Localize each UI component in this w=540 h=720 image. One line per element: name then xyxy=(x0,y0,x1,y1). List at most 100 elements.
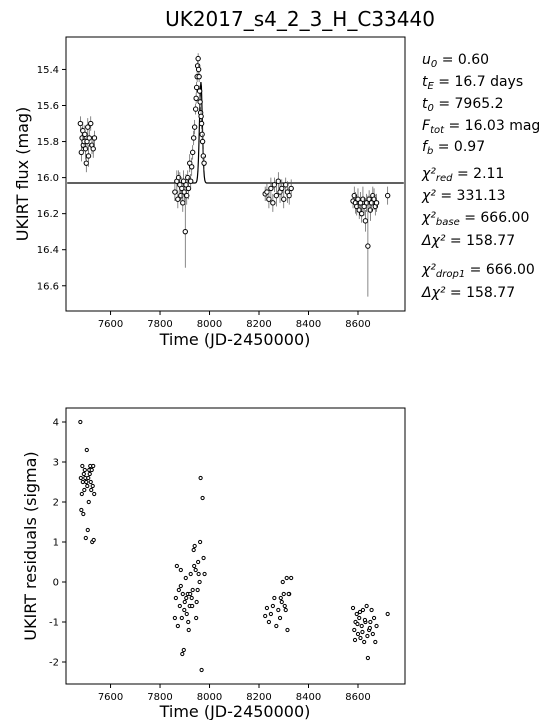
residuals-y-label: UKIRT residuals (sigma) xyxy=(21,451,40,640)
residual-point xyxy=(176,587,181,593)
residual-point xyxy=(188,591,193,597)
y-tick-label: 16.2 xyxy=(37,209,59,220)
residual-point xyxy=(364,603,369,609)
residual-point xyxy=(190,587,195,593)
data-point xyxy=(264,189,270,195)
data-point xyxy=(82,146,89,152)
residual-point xyxy=(177,603,182,609)
data-point xyxy=(180,200,186,206)
y-tick-label: 1 xyxy=(53,538,59,549)
light-curve-x-label: Time (JD-2450000) xyxy=(159,330,311,349)
data-point xyxy=(77,120,84,127)
residual-point xyxy=(197,579,202,585)
residual-point xyxy=(84,447,89,453)
data-point xyxy=(189,149,196,156)
data-point xyxy=(91,135,98,141)
residual-point xyxy=(78,419,83,425)
y-tick-label: -2 xyxy=(49,658,59,669)
data-point xyxy=(196,73,202,80)
data-point xyxy=(199,138,206,145)
residual-point xyxy=(284,575,289,581)
residual-point xyxy=(285,627,290,633)
residual-point xyxy=(188,571,193,577)
residual-point xyxy=(201,555,206,561)
residual-point xyxy=(202,571,207,577)
data-point xyxy=(85,153,92,159)
data-point xyxy=(82,131,88,138)
data-point xyxy=(191,124,198,130)
data-point xyxy=(281,196,287,202)
residual-point xyxy=(365,655,370,661)
residual-point xyxy=(189,595,194,601)
residual-point xyxy=(350,605,356,611)
data-point xyxy=(365,243,371,249)
data-point xyxy=(184,192,190,199)
residual-point xyxy=(352,627,357,633)
residual-point xyxy=(88,479,93,485)
residual-point xyxy=(191,547,196,553)
residual-point xyxy=(178,583,183,589)
residual-point xyxy=(367,625,372,631)
stat-t0: t0 = 7965.2 xyxy=(422,96,504,114)
residual-point xyxy=(86,475,91,481)
residual-point xyxy=(199,667,204,673)
residual-point xyxy=(179,615,184,621)
fit-statistics: u0 = 0.60 tE = 16.7 days t0 = 7965.2 Ftot =… xyxy=(421,52,540,301)
data-point xyxy=(198,120,205,127)
stat-dchi2-drop1: Δχ² = 158.77 xyxy=(421,285,515,301)
residual-point xyxy=(193,567,198,573)
x-tick-label: 7800 xyxy=(147,319,172,330)
residual-point xyxy=(85,483,90,489)
stat-fb: fb = 0.97 xyxy=(422,139,485,157)
residual-point xyxy=(359,623,364,629)
data-point xyxy=(90,146,96,152)
y-tick-label: -1 xyxy=(49,618,59,629)
data-point xyxy=(270,200,276,206)
y-tick-label: 15.8 xyxy=(37,137,59,148)
residual-point xyxy=(352,637,358,643)
residual-point xyxy=(80,479,85,485)
residual-point xyxy=(86,499,91,505)
data-point xyxy=(271,182,278,188)
data-point xyxy=(182,228,188,235)
residual-point xyxy=(79,491,84,497)
residual-point xyxy=(198,475,203,481)
residual-point xyxy=(280,579,285,585)
residual-point xyxy=(277,615,283,621)
y-tick-label: 15.4 xyxy=(37,65,59,76)
y-tick-label: 16.4 xyxy=(37,245,59,256)
residual-point xyxy=(278,595,283,601)
residual-point xyxy=(369,607,374,613)
y-tick-label: 2 xyxy=(53,498,59,509)
data-point xyxy=(192,106,199,112)
residual-point xyxy=(173,595,178,601)
data-point xyxy=(273,192,280,199)
residual-point xyxy=(268,611,273,617)
residual-point xyxy=(180,591,185,597)
residual-point xyxy=(283,607,288,613)
residual-point xyxy=(264,605,270,611)
residuals-frame xyxy=(65,407,406,685)
stat-chi2-drop1: χ²drop1 = 666.00 xyxy=(421,262,535,280)
residual-point xyxy=(370,631,375,637)
residual-point xyxy=(286,591,291,597)
residual-point xyxy=(82,487,87,493)
residual-point xyxy=(82,467,87,473)
residual-point xyxy=(282,603,287,609)
residual-point xyxy=(178,567,183,573)
y-tick-label: 16.0 xyxy=(37,173,59,184)
stat-chi2: χ² = 331.13 xyxy=(421,188,506,204)
residual-point xyxy=(354,611,359,617)
data-point xyxy=(266,196,272,202)
residual-point xyxy=(83,535,88,541)
stat-Ftot: Ftot = 16.03 mag xyxy=(422,118,540,136)
model-curve xyxy=(67,82,404,184)
residual-point xyxy=(91,463,96,469)
data-point xyxy=(199,131,205,138)
data-point xyxy=(201,160,207,166)
data-point xyxy=(193,95,199,101)
residual-point xyxy=(91,537,96,543)
data-point xyxy=(200,153,207,159)
x-tick-label: 8200 xyxy=(246,319,271,330)
data-point xyxy=(83,160,89,166)
